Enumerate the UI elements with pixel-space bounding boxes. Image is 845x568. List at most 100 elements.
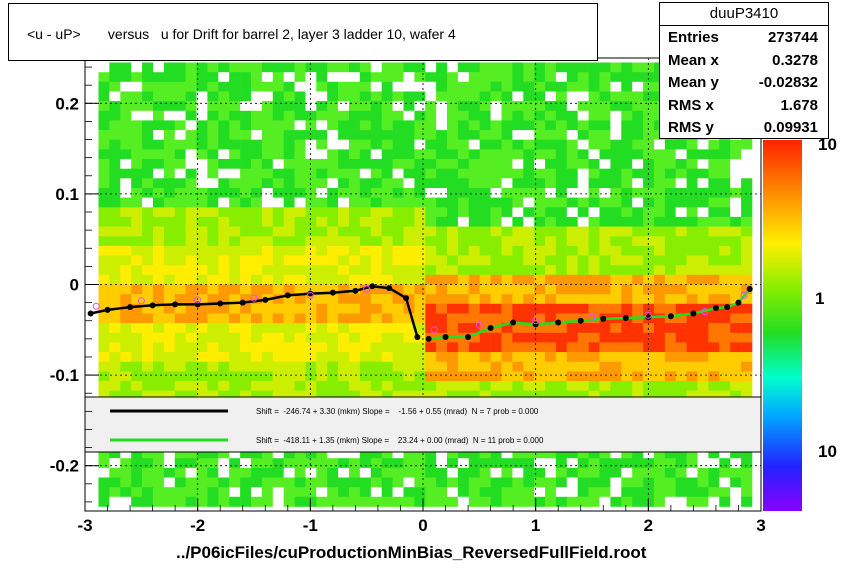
heatmap-cell (370, 236, 382, 247)
heatmap-cell (730, 313, 742, 324)
heatmap-cell (501, 101, 513, 112)
heatmap-cell (185, 91, 197, 102)
stats-value: 0.3278 (772, 51, 818, 69)
heatmap-cell (359, 245, 372, 256)
heatmap-cell (229, 477, 241, 488)
heatmap-cell (425, 72, 437, 83)
heatmap-cell (730, 139, 742, 150)
heatmap-cell (251, 265, 263, 276)
heatmap-cell (610, 255, 622, 266)
legend-box (84, 396, 762, 453)
heatmap-cell (229, 487, 241, 498)
heatmap-cell (566, 323, 578, 334)
heatmap-cell (599, 361, 611, 372)
heatmap-cell (207, 342, 219, 353)
heatmap-cell (555, 284, 568, 295)
heatmap-cell (327, 226, 339, 237)
heatmap-cell (327, 130, 339, 141)
heatmap-cell (425, 371, 437, 382)
heatmap-cell (566, 130, 578, 141)
heatmap-cell (719, 265, 731, 276)
data-point (746, 286, 753, 293)
data-point (352, 287, 359, 294)
heatmap-cell (654, 197, 666, 208)
heatmap-cell (174, 72, 186, 83)
heatmap-cell (229, 216, 241, 227)
heatmap-cell (610, 323, 622, 334)
heatmap-cell (708, 216, 720, 227)
heatmap-cell (425, 91, 437, 102)
heatmap-cell (664, 274, 677, 285)
heatmap-cell (174, 477, 186, 488)
heatmap-cell (370, 381, 382, 391)
heatmap-cell (686, 342, 698, 353)
heatmap-cell (109, 178, 121, 189)
heatmap-cell (142, 458, 154, 469)
heatmap-cell (566, 81, 578, 92)
heatmap-cell (621, 188, 633, 198)
heatmap-cell (261, 159, 274, 169)
heatmap-cell (610, 381, 622, 391)
heatmap-cell (392, 467, 404, 478)
heatmap-cell (686, 487, 698, 498)
heatmap-cell (610, 188, 622, 198)
heatmap-cell (708, 168, 720, 179)
heatmap-cell (523, 458, 535, 469)
heatmap-cell (457, 294, 470, 305)
heatmap-cell (261, 130, 274, 141)
heatmap-cell (316, 255, 328, 266)
heatmap-cell (697, 226, 709, 237)
heatmap-cell (501, 323, 513, 334)
heatmap-cell (163, 255, 176, 266)
heatmap-cell (643, 265, 655, 276)
heatmap-cell (621, 149, 633, 160)
heatmap-cell (109, 381, 121, 391)
heatmap-cell (414, 487, 426, 498)
heatmap-cell (131, 361, 143, 372)
heatmap-cell (305, 110, 317, 121)
heatmap-cells (98, 62, 753, 507)
heatmap-cell (349, 245, 361, 256)
heatmap-cell (501, 139, 513, 150)
heatmap-cell (163, 371, 176, 382)
heatmap-cell (664, 477, 677, 488)
heatmap-cell (555, 303, 568, 314)
heatmap-cell (447, 72, 459, 83)
heatmap-cell (610, 477, 622, 488)
heatmap-cell (588, 294, 600, 305)
heatmap-cell (327, 352, 339, 363)
heatmap-cell (555, 274, 568, 285)
heatmap-cell (163, 303, 176, 314)
heatmap-cell (501, 110, 513, 121)
heatmap-cell (370, 371, 382, 382)
heatmap-cell (686, 361, 698, 372)
data-point (735, 299, 742, 306)
heatmap-cell (142, 139, 154, 150)
heatmap-cell (654, 159, 666, 169)
heatmap-cell (577, 81, 589, 92)
heatmap-cell (338, 72, 350, 83)
heatmap-cell (610, 294, 622, 305)
heatmap-cell (741, 477, 753, 488)
heatmap-cell (142, 130, 154, 141)
heatmap-cell (207, 101, 219, 112)
heatmap-cell (555, 168, 568, 179)
heatmap-cell (120, 207, 132, 218)
heatmap-cell (305, 477, 317, 488)
heatmap-cell (741, 294, 753, 305)
heatmap-cell (131, 294, 143, 305)
heatmap-cell (555, 323, 568, 334)
heatmap-cell (283, 149, 295, 160)
heatmap-cell (523, 130, 535, 141)
heatmap-cell (730, 390, 742, 401)
heatmap-cell (588, 274, 600, 285)
heatmap-cell (675, 332, 687, 343)
heatmap-cell (523, 371, 535, 382)
heatmap-cell (545, 496, 557, 507)
heatmap-cell (251, 178, 263, 189)
heatmap-cell (523, 381, 535, 391)
heatmap-cell (555, 381, 568, 391)
heatmap-cell (381, 265, 393, 276)
heatmap-cell (305, 197, 317, 208)
heatmap-cell (349, 274, 361, 285)
